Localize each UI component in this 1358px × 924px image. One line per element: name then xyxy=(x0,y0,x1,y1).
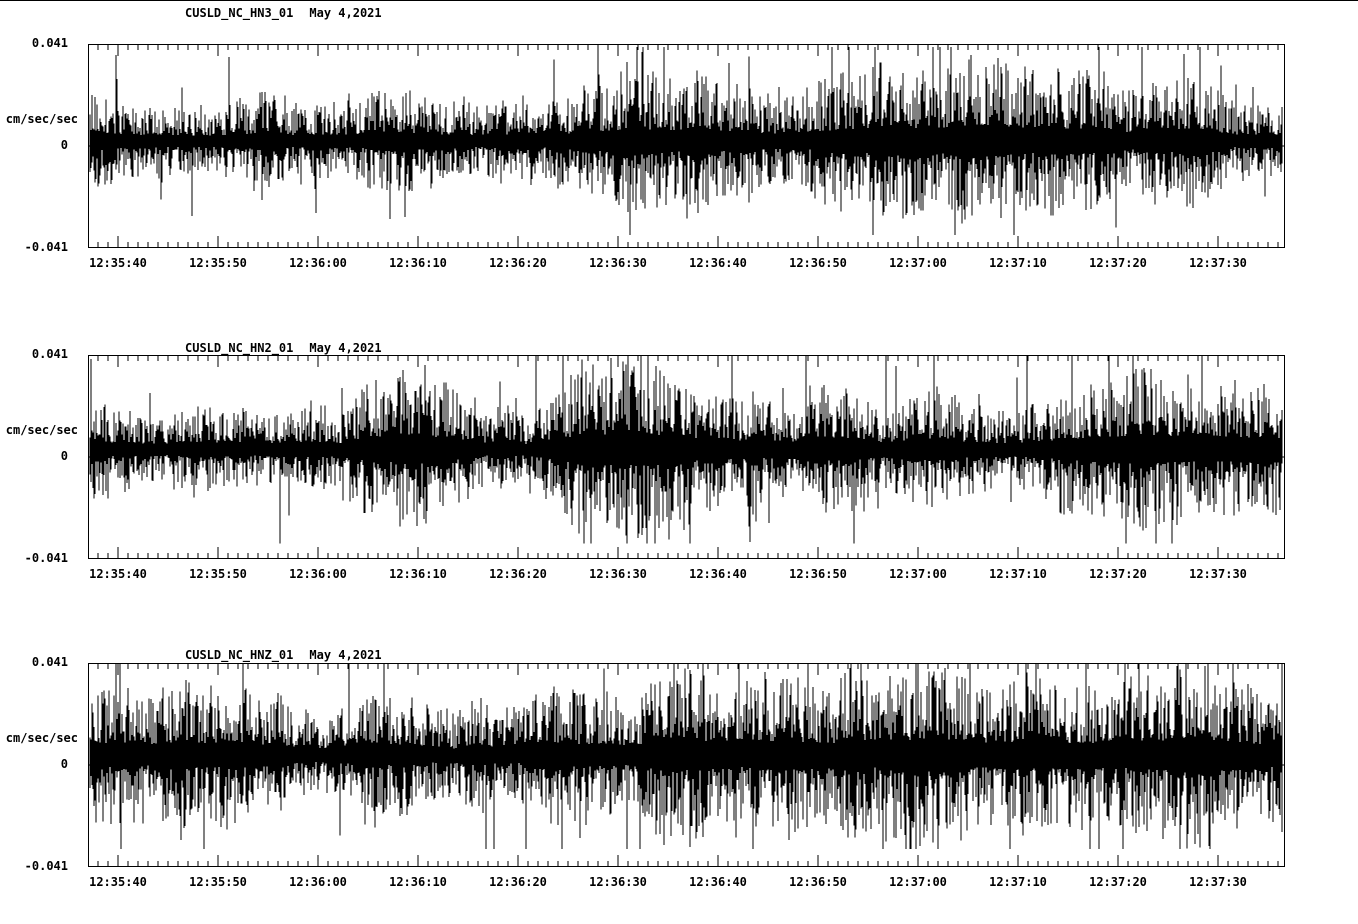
x-tick-label: 12:36:00 xyxy=(289,567,347,581)
x-tick-label: 12:37:30 xyxy=(1189,875,1247,889)
y-axis-unit-label: cm/sec/sec xyxy=(5,423,78,437)
x-tick-label: 12:37:10 xyxy=(989,256,1047,270)
seismogram-panel-hnz: CUSLD_NC_HNZ_01 May 4,2021 0.041 cm/sec/s… xyxy=(0,619,1358,901)
waveform-plot-hn2 xyxy=(88,355,1285,559)
y-tick-label-max: 0.041 xyxy=(31,655,68,669)
x-tick-label: 12:35:50 xyxy=(189,875,247,889)
x-tick-label: 12:35:40 xyxy=(89,567,147,581)
y-tick-label-min: -0.041 xyxy=(24,240,68,254)
x-tick-label: 12:36:30 xyxy=(589,256,647,270)
x-tick-label: 12:36:50 xyxy=(789,875,847,889)
station-label: CUSLD_NC_HNZ_01 xyxy=(185,648,294,662)
x-tick-label: 12:35:50 xyxy=(189,256,247,270)
x-tick-label: 12:36:20 xyxy=(489,567,547,581)
seismogram-panel-hn2: CUSLD_NC_HN2_01 May 4,2021 0.041 cm/sec/s… xyxy=(0,311,1358,593)
x-axis-labels: 12:35:40 12:35:50 12:36:00 12:36:10 12:36:20… xyxy=(0,567,1358,583)
y-tick-label-min: -0.041 xyxy=(24,551,68,565)
date-label: May 4,2021 xyxy=(309,648,382,662)
x-tick-label: 12:37:20 xyxy=(1089,256,1147,270)
x-tick-label: 12:36:10 xyxy=(389,567,447,581)
x-tick-label: 12:37:10 xyxy=(989,875,1047,889)
x-tick-label: 12:37:30 xyxy=(1189,256,1247,270)
x-tick-label: 12:35:50 xyxy=(189,567,247,581)
y-tick-label-max: 0.041 xyxy=(31,347,68,361)
y-tick-label-min: -0.041 xyxy=(24,859,68,873)
waveform-plot-hnz xyxy=(88,663,1285,867)
x-tick-label: 12:36:20 xyxy=(489,256,547,270)
panel-title: CUSLD_NC_HNZ_01 May 4,2021 xyxy=(185,648,382,662)
x-axis-labels: 12:35:40 12:35:50 12:36:00 12:36:10 12:36:20… xyxy=(0,875,1358,891)
panel-title: CUSLD_NC_HN2_01 May 4,2021 xyxy=(185,341,382,355)
date-label: May 4,2021 xyxy=(309,6,382,20)
panel-title: CUSLD_NC_HN3_01 May 4,2021 xyxy=(185,6,382,20)
x-tick-label: 12:36:10 xyxy=(389,875,447,889)
x-tick-label: 12:37:00 xyxy=(889,567,947,581)
x-tick-label: 12:36:40 xyxy=(689,875,747,889)
y-tick-label-zero: 0 xyxy=(60,138,68,152)
x-tick-label: 12:36:20 xyxy=(489,875,547,889)
x-tick-label: 12:36:00 xyxy=(289,875,347,889)
y-axis-unit-label: cm/sec/sec xyxy=(5,731,78,745)
y-tick-label-zero: 0 xyxy=(60,757,68,771)
x-tick-label: 12:37:20 xyxy=(1089,875,1147,889)
x-tick-label: 12:37:20 xyxy=(1089,567,1147,581)
x-tick-label: 12:35:40 xyxy=(89,256,147,270)
station-label: CUSLD_NC_HN2_01 xyxy=(185,341,294,355)
date-label: May 4,2021 xyxy=(309,341,382,355)
seismogram-panel-hn3: CUSLD_NC_HN3_01 May 4,2021 0.041 cm/sec/s… xyxy=(0,0,1358,282)
y-axis-unit-label: cm/sec/sec xyxy=(5,112,78,126)
y-tick-label-max: 0.041 xyxy=(31,36,68,50)
waveform-plot-hn3 xyxy=(88,44,1285,248)
x-tick-label: 12:36:10 xyxy=(389,256,447,270)
x-tick-label: 12:36:50 xyxy=(789,567,847,581)
x-tick-label: 12:37:10 xyxy=(989,567,1047,581)
x-tick-label: 12:36:50 xyxy=(789,256,847,270)
x-tick-label: 12:37:00 xyxy=(889,875,947,889)
x-tick-label: 12:36:40 xyxy=(689,567,747,581)
x-tick-label: 12:37:30 xyxy=(1189,567,1247,581)
x-tick-label: 12:35:40 xyxy=(89,875,147,889)
x-tick-label: 12:36:30 xyxy=(589,875,647,889)
station-label: CUSLD_NC_HN3_01 xyxy=(185,6,294,20)
x-tick-label: 12:37:00 xyxy=(889,256,947,270)
x-tick-label: 12:36:30 xyxy=(589,567,647,581)
y-tick-label-zero: 0 xyxy=(60,449,68,463)
x-tick-label: 12:36:00 xyxy=(289,256,347,270)
x-axis-labels: 12:35:40 12:35:50 12:36:00 12:36:10 12:36:20… xyxy=(0,256,1358,272)
x-tick-label: 12:36:40 xyxy=(689,256,747,270)
image-top-border xyxy=(0,0,1358,1)
